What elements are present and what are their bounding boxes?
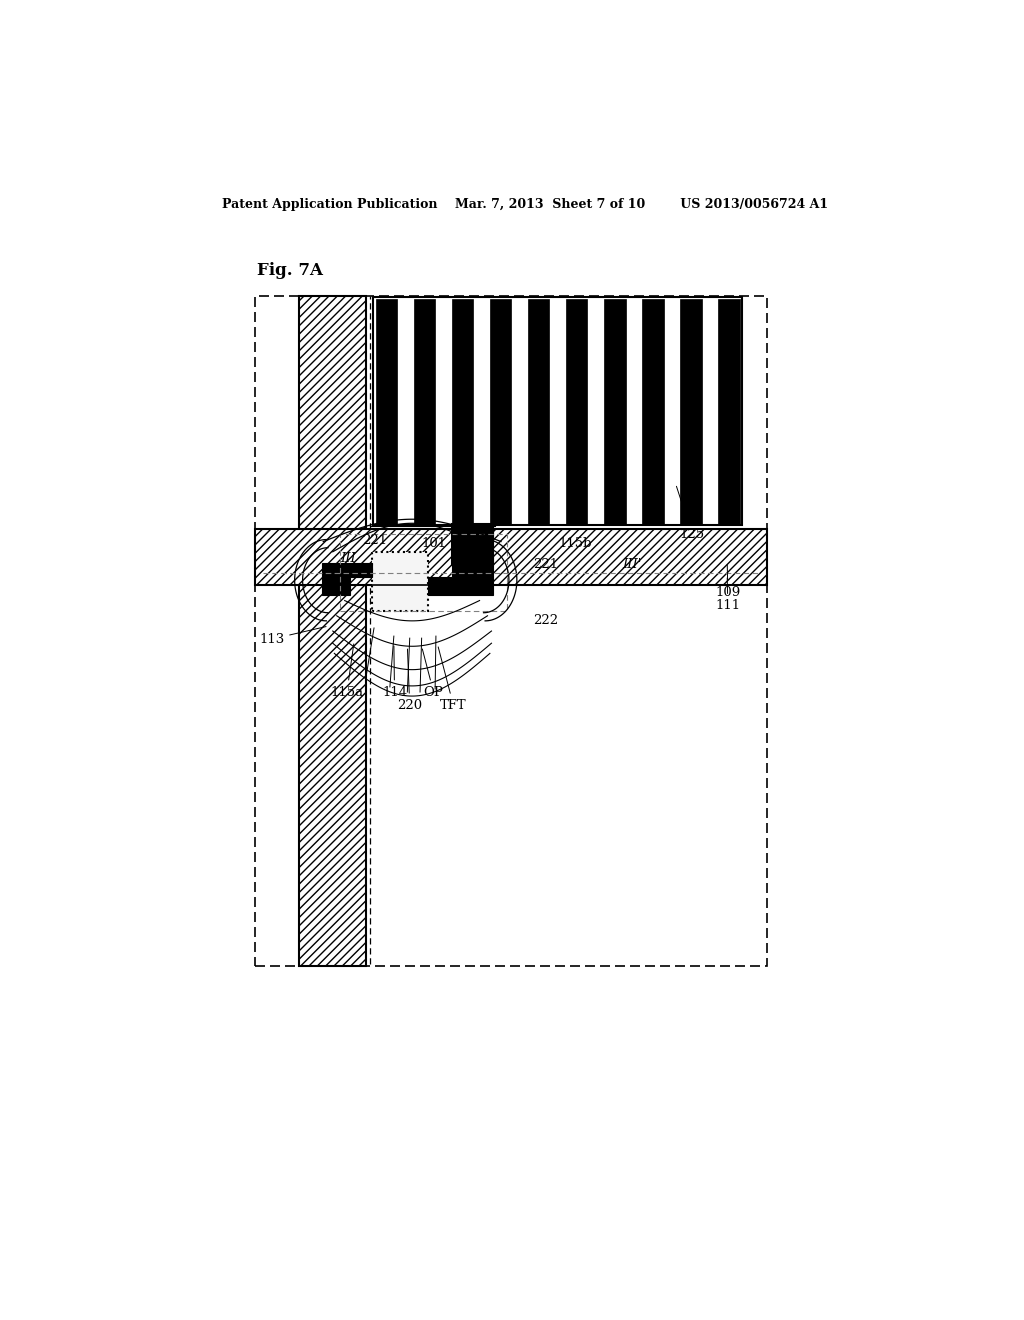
- Text: 222: 222: [532, 614, 558, 627]
- Bar: [604, 298, 626, 524]
- Bar: [642, 298, 664, 524]
- Bar: [528, 298, 550, 524]
- Text: 220: 220: [397, 649, 422, 711]
- Text: OP: OP: [422, 649, 443, 698]
- Bar: [566, 298, 588, 524]
- Bar: [452, 298, 473, 524]
- Text: TFT: TFT: [438, 647, 467, 711]
- Text: 125: 125: [677, 486, 705, 541]
- Bar: [255, 296, 767, 966]
- Text: 221: 221: [362, 535, 387, 548]
- Text: 109: 109: [715, 565, 740, 599]
- Bar: [680, 298, 701, 524]
- Bar: [489, 298, 511, 524]
- Bar: [373, 552, 428, 611]
- Bar: [452, 524, 494, 565]
- Text: 115a: 115a: [331, 644, 364, 698]
- Bar: [719, 298, 740, 524]
- Bar: [299, 296, 367, 966]
- Text: Patent Application Publication    Mar. 7, 2013  Sheet 7 of 10        US 2013/005: Patent Application Publication Mar. 7, 2…: [222, 198, 827, 211]
- Text: Fig. 7A: Fig. 7A: [257, 261, 324, 279]
- Bar: [373, 297, 742, 525]
- Bar: [340, 535, 507, 611]
- Bar: [376, 298, 397, 524]
- Text: 115b: 115b: [558, 536, 592, 549]
- Text: III': III': [623, 558, 642, 572]
- Text: 113: 113: [259, 627, 326, 645]
- Text: III: III: [341, 552, 356, 565]
- Bar: [255, 529, 767, 585]
- Polygon shape: [323, 562, 373, 595]
- Bar: [414, 298, 435, 524]
- Text: 114: 114: [382, 645, 408, 698]
- Text: 101: 101: [421, 536, 446, 549]
- Text: 111: 111: [715, 578, 740, 612]
- Text: 221: 221: [532, 558, 558, 572]
- Polygon shape: [428, 524, 494, 595]
